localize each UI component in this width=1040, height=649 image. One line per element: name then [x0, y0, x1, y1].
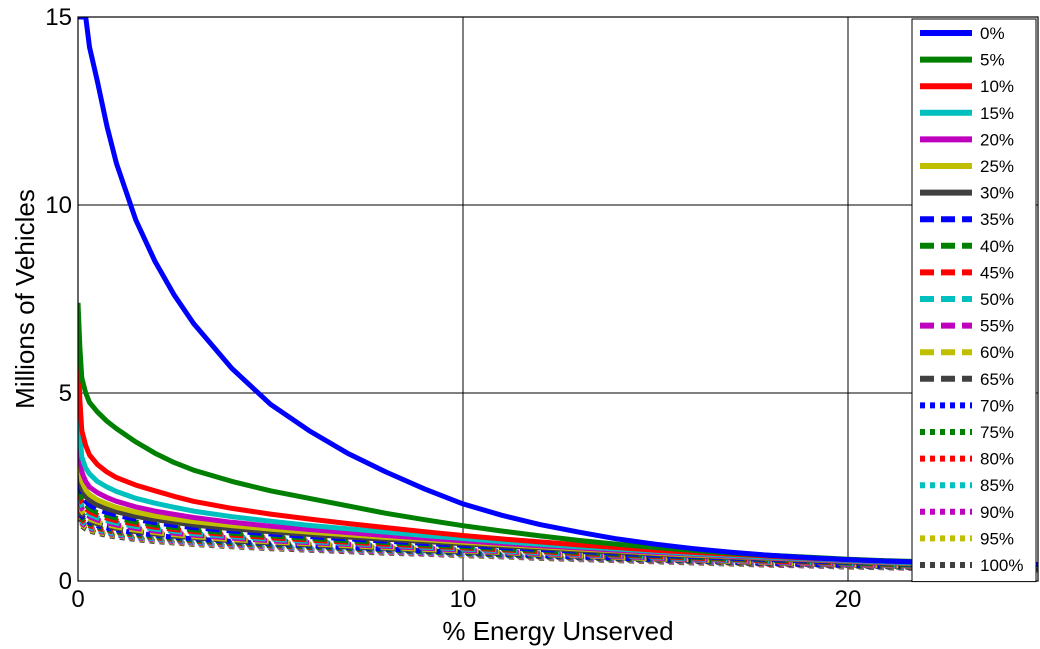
plot-frame	[77, 16, 1039, 582]
legend-label: 80%	[980, 450, 1014, 469]
legend-label: 20%	[980, 130, 1014, 149]
legend-label: 5%	[980, 51, 1005, 70]
legend-label: 50%	[980, 290, 1014, 309]
legend-label: 15%	[980, 104, 1014, 123]
legend-label: 90%	[980, 503, 1014, 522]
legend-label: 45%	[980, 263, 1014, 282]
legend-label: 40%	[980, 237, 1014, 256]
x-tick-label: 10	[450, 586, 477, 613]
series-line-0pct	[78, 17, 1038, 567]
legend-label: 55%	[980, 317, 1014, 336]
tick-labels: 0 10 20 0 5 10 15	[45, 4, 861, 613]
y-axis-title: Millions of Vehicles	[10, 189, 40, 409]
grid	[78, 17, 1038, 581]
x-axis-title: % Energy Unserved	[442, 616, 673, 646]
legend-label: 75%	[980, 423, 1014, 442]
legend-label: 30%	[980, 184, 1014, 203]
legend-label: 10%	[980, 77, 1014, 96]
x-tick-label: 0	[71, 586, 84, 613]
legend-label: 60%	[980, 343, 1014, 362]
x-tick-label: 20	[835, 586, 862, 613]
legend-label: 65%	[980, 370, 1014, 389]
legend: 0% 5% 10% 15% 20% 25% 30% 35% 40% 45% 50% 55% 60% 65%…	[911, 18, 1037, 583]
legend-label: 100%	[980, 556, 1023, 575]
y-tick-label: 0	[59, 568, 72, 595]
series-lines	[78, 17, 1038, 574]
legend-label: 0%	[980, 24, 1005, 43]
legend-label: 70%	[980, 396, 1014, 415]
y-tick-label: 15	[45, 4, 72, 31]
y-tick-label: 5	[59, 380, 72, 407]
y-tick-label: 10	[45, 192, 72, 219]
legend-label: 95%	[980, 529, 1014, 548]
legend-label: 25%	[980, 157, 1014, 176]
legend-label: 35%	[980, 210, 1014, 229]
legend-label: 85%	[980, 476, 1014, 495]
